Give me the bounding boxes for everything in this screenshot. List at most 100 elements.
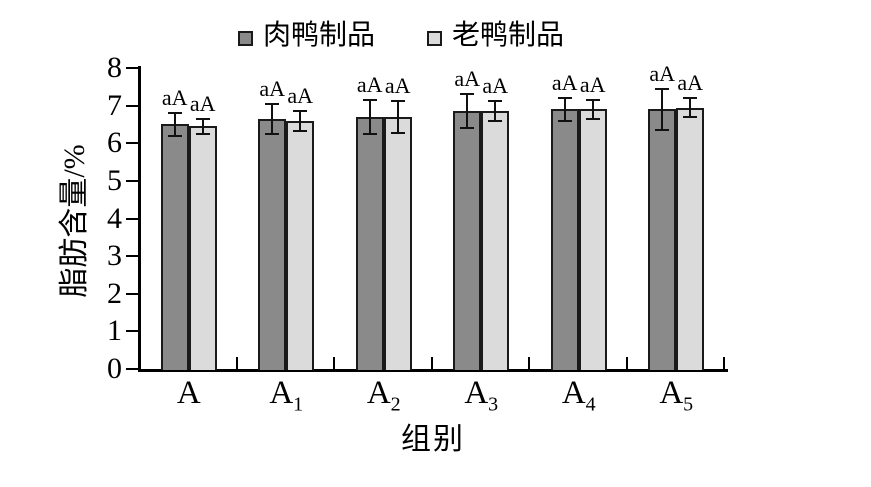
y-axis-tick — [126, 217, 139, 220]
error-bar-cap-top — [195, 117, 210, 120]
x-tick-label: A4 — [561, 375, 596, 416]
error-bar-line — [271, 103, 274, 134]
bar-肉鸭制品-A3 — [453, 111, 482, 370]
x-axis-line — [138, 369, 728, 372]
x-axis-tick — [333, 357, 335, 369]
x-tick-label-subscript: 3 — [488, 393, 499, 416]
error-bar-cap-bottom — [460, 127, 475, 130]
y-axis-tick — [126, 255, 139, 258]
error-bar-cap-top — [293, 109, 308, 112]
bar-老鸭制品-A2 — [383, 116, 412, 370]
bar-肉鸭制品-A1 — [258, 118, 287, 370]
error-bar-cap-top — [265, 102, 280, 105]
x-tick-label-subscript: 1 — [293, 393, 304, 416]
x-tick-label-subscript: 2 — [390, 393, 401, 416]
x-axis-tick — [723, 357, 725, 369]
y-tick-label: 0 — [107, 352, 122, 385]
y-axis-tick — [126, 67, 139, 69]
y-axis-tick — [126, 292, 139, 295]
error-bar-line — [661, 88, 664, 131]
significance-label: aA — [551, 70, 578, 96]
x-tick-label-subscript: 5 — [683, 393, 694, 416]
error-bar-cap-bottom — [195, 132, 210, 135]
bar-老鸭制品-A1 — [286, 120, 315, 370]
bar-肉鸭制品-A4 — [550, 109, 579, 370]
error-bar-line — [563, 98, 566, 121]
y-tick-label: 2 — [107, 276, 122, 310]
error-bar-cap-top — [683, 97, 698, 100]
x-axis-tick — [235, 357, 238, 369]
error-bar-cap-bottom — [488, 120, 503, 123]
y-tick-label: 6 — [107, 126, 122, 160]
significance-label: aA — [287, 82, 314, 108]
error-bar-cap-top — [362, 98, 377, 101]
error-bar-cap-top — [585, 98, 600, 101]
error-bar-cap-bottom — [167, 134, 182, 137]
legend-item-老鸭制品: 老鸭制品 — [427, 22, 564, 50]
y-axis-tick — [126, 104, 139, 107]
error-bar-cap-top — [460, 93, 475, 96]
significance-label: aA — [356, 71, 383, 97]
bar-老鸭制品-A — [188, 126, 217, 370]
error-bar-cap-top — [167, 112, 182, 115]
significance-label: aA — [579, 71, 606, 97]
significance-label: aA — [454, 66, 481, 92]
significance-label: aA — [259, 75, 286, 101]
x-tick-label: A1 — [269, 375, 304, 416]
y-tick-label: 3 — [107, 239, 122, 273]
error-bar-line — [591, 99, 594, 119]
y-axis-line — [138, 66, 141, 372]
bar-肉鸭制品-A5 — [648, 109, 677, 370]
bar-老鸭制品-A4 — [578, 109, 607, 370]
error-bar-cap-bottom — [265, 132, 280, 135]
error-bar-cap-top — [488, 100, 503, 103]
legend-label: 肉鸭制品 — [263, 20, 376, 51]
x-tick-label: A — [176, 375, 201, 411]
error-bar-line — [396, 101, 399, 133]
significance-label: aA — [189, 90, 216, 116]
bar-肉鸭制品-A — [160, 124, 189, 370]
error-bar-cap-bottom — [683, 115, 698, 118]
x-axis-tick — [528, 357, 530, 369]
legend-swatch-icon — [238, 30, 253, 46]
x-tick-label: A5 — [659, 375, 694, 416]
error-bar-cap-bottom — [362, 132, 377, 135]
x-tick-label-subscript: 4 — [585, 393, 596, 416]
y-axis-tick — [126, 330, 139, 333]
error-bar-line — [173, 113, 176, 136]
error-bar-cap-bottom — [585, 117, 600, 120]
bar-老鸭制品-A5 — [676, 107, 705, 370]
error-bar-cap-top — [557, 97, 572, 100]
x-tick-label: A2 — [366, 375, 401, 416]
y-tick-label: 7 — [107, 88, 122, 122]
error-bar-cap-top — [655, 87, 670, 90]
y-axis-tick — [126, 142, 139, 145]
error-bar-cap-bottom — [293, 129, 308, 132]
legend: 肉鸭制品 老鸭制品 — [238, 22, 564, 50]
x-axis-tick — [625, 357, 628, 369]
error-bar-line — [201, 118, 204, 134]
x-tick-label: A3 — [464, 375, 499, 416]
error-bar-cap-bottom — [655, 129, 670, 132]
error-bar-line — [368, 99, 371, 134]
y-tick-label: 5 — [107, 163, 122, 197]
error-bar-line — [689, 98, 692, 117]
legend-label: 老鸭制品 — [452, 20, 565, 51]
y-tick-label: 1 — [107, 314, 122, 348]
legend-item-肉鸭制品: 肉鸭制品 — [238, 22, 375, 50]
x-axis-title: 组别 — [401, 423, 465, 456]
error-bar-cap-bottom — [557, 119, 572, 122]
bar-肉鸭制品-A2 — [355, 116, 384, 370]
significance-label: aA — [384, 73, 411, 99]
y-tick-label: 4 — [107, 201, 122, 235]
error-bar-line — [494, 101, 497, 122]
legend-swatch-icon — [427, 30, 443, 46]
bar-老鸭制品-A3 — [481, 111, 510, 370]
y-axis-tick — [126, 368, 139, 370]
y-axis-tick — [126, 179, 139, 182]
error-bar-line — [466, 94, 469, 129]
error-bar-cap-bottom — [390, 131, 405, 134]
significance-label: aA — [482, 73, 509, 99]
significance-label: aA — [649, 60, 676, 86]
